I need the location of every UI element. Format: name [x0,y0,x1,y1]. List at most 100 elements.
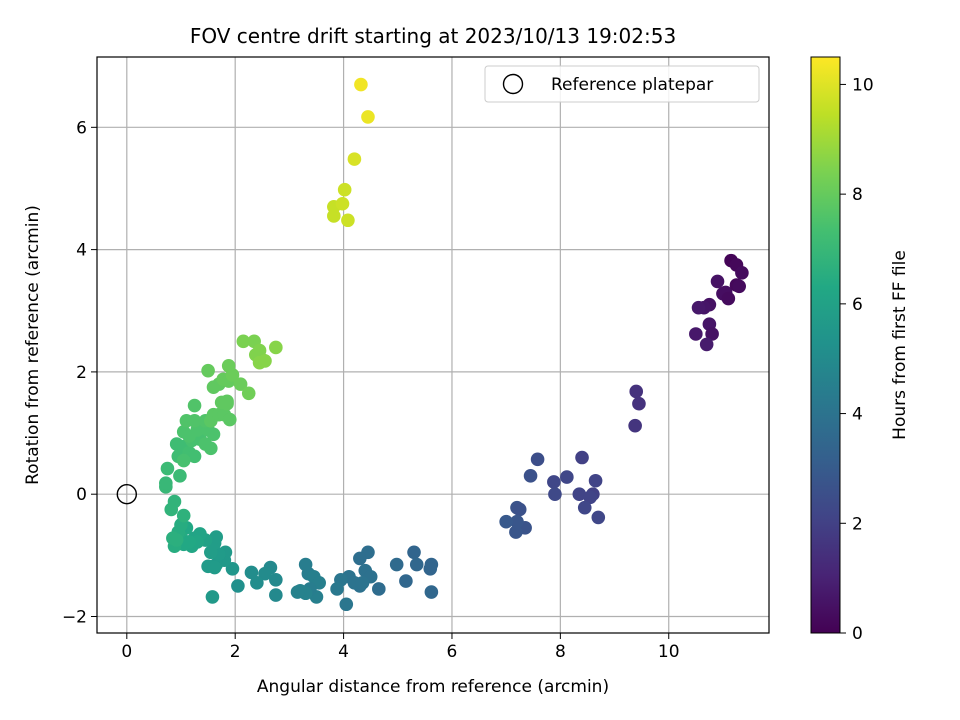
data-point [207,560,222,575]
colorbar: 0 2 4 6 8 10 Hours from first FF file [810,56,910,644]
data-point [250,576,264,590]
data-point [205,590,220,604]
data-point [705,327,719,341]
data-point [510,514,524,529]
grid-lines [97,57,769,633]
y-tick-label: 4 [76,241,87,261]
data-point [182,535,196,549]
reference-marker-layer [116,483,138,505]
data-point [269,340,283,355]
data-point [187,449,202,464]
data-point [548,487,562,501]
data-point [187,398,202,413]
colorbar-tick-label: 2 [852,514,863,534]
legend-label-reference: Reference platepar [551,75,713,95]
data-point [632,396,646,411]
data-point [201,363,215,378]
data-point [269,588,283,602]
data-point [372,582,386,596]
data-point [509,525,523,539]
y-tick-label: 0 [76,485,87,505]
data-point [187,414,202,428]
y-tick-label: −2 [62,607,87,627]
data-point [735,266,749,280]
x-tick-label: 0 [121,642,132,662]
data-point [236,334,251,349]
data-point [330,582,344,596]
colorbar-label: Hours from first FF file [890,250,910,440]
data-point [220,394,234,409]
data-point [173,469,187,483]
legend: Reference platepar [484,65,760,103]
data-point [710,274,725,289]
chart-title: FOV centre drift starting at 2023/10/13 … [190,24,676,48]
x-tick-label: 8 [555,642,566,662]
data-point [354,77,368,92]
data-point [160,461,175,476]
data-point [176,453,191,468]
data-point [628,418,642,433]
data-point [353,551,367,566]
data-point [339,597,354,612]
data-point [523,469,538,483]
data-point [691,300,706,315]
data-point [233,377,248,391]
colorbar-tick-label: 4 [852,405,863,425]
data-point [244,565,259,580]
colorbar-tick-label: 10 [852,75,874,95]
x-tick-label: 6 [447,642,458,662]
colorbar-gradient [811,57,840,633]
reference-platepar-marker [116,483,138,505]
data-point [209,530,224,544]
data-point [591,510,606,525]
data-points [159,77,749,612]
colorbar-tick-label: 0 [852,624,863,644]
data-point [169,533,184,547]
x-tick-label: 10 [658,642,680,662]
data-point [560,470,574,484]
data-point [225,368,240,382]
data-point [588,473,603,488]
data-point [732,279,746,294]
data-point [399,574,413,588]
data-point [689,327,703,341]
data-point [258,354,272,368]
data-point [629,384,644,399]
data-point [355,576,370,590]
colorbar-ticks: 0 2 4 6 8 10 [840,75,874,644]
data-point [167,494,182,509]
y-axis-label: Rotation from reference (arcmin) [23,205,43,485]
data-point [347,152,362,166]
x-axis-label: Angular distance from reference (arcmin) [257,677,609,697]
data-point [269,573,283,587]
data-point [407,545,421,560]
data-point [389,557,404,572]
data-point [241,386,256,401]
data-point [577,500,592,515]
y-tick-label: 2 [76,363,87,383]
data-point [721,291,736,306]
data-point [423,561,438,576]
data-point [341,213,355,228]
data-point [337,182,352,197]
data-point [512,502,527,517]
x-axis-ticks: 0 2 4 6 8 10 [121,633,680,662]
x-tick-label: 4 [338,642,349,662]
colorbar-tick-label: 8 [852,185,863,205]
legend-marker-reference [502,73,524,95]
data-point [572,487,587,501]
colorbar-tick-label: 6 [852,295,863,315]
data-point [204,441,218,456]
data-point [530,452,545,467]
data-point [583,490,597,505]
data-point [290,585,305,599]
data-point [335,196,350,211]
data-point [424,585,439,599]
data-point [176,508,191,523]
data-point [575,450,589,465]
plot-frame [96,56,770,634]
data-point [547,475,561,489]
data-point [258,566,272,581]
data-point [225,561,240,576]
